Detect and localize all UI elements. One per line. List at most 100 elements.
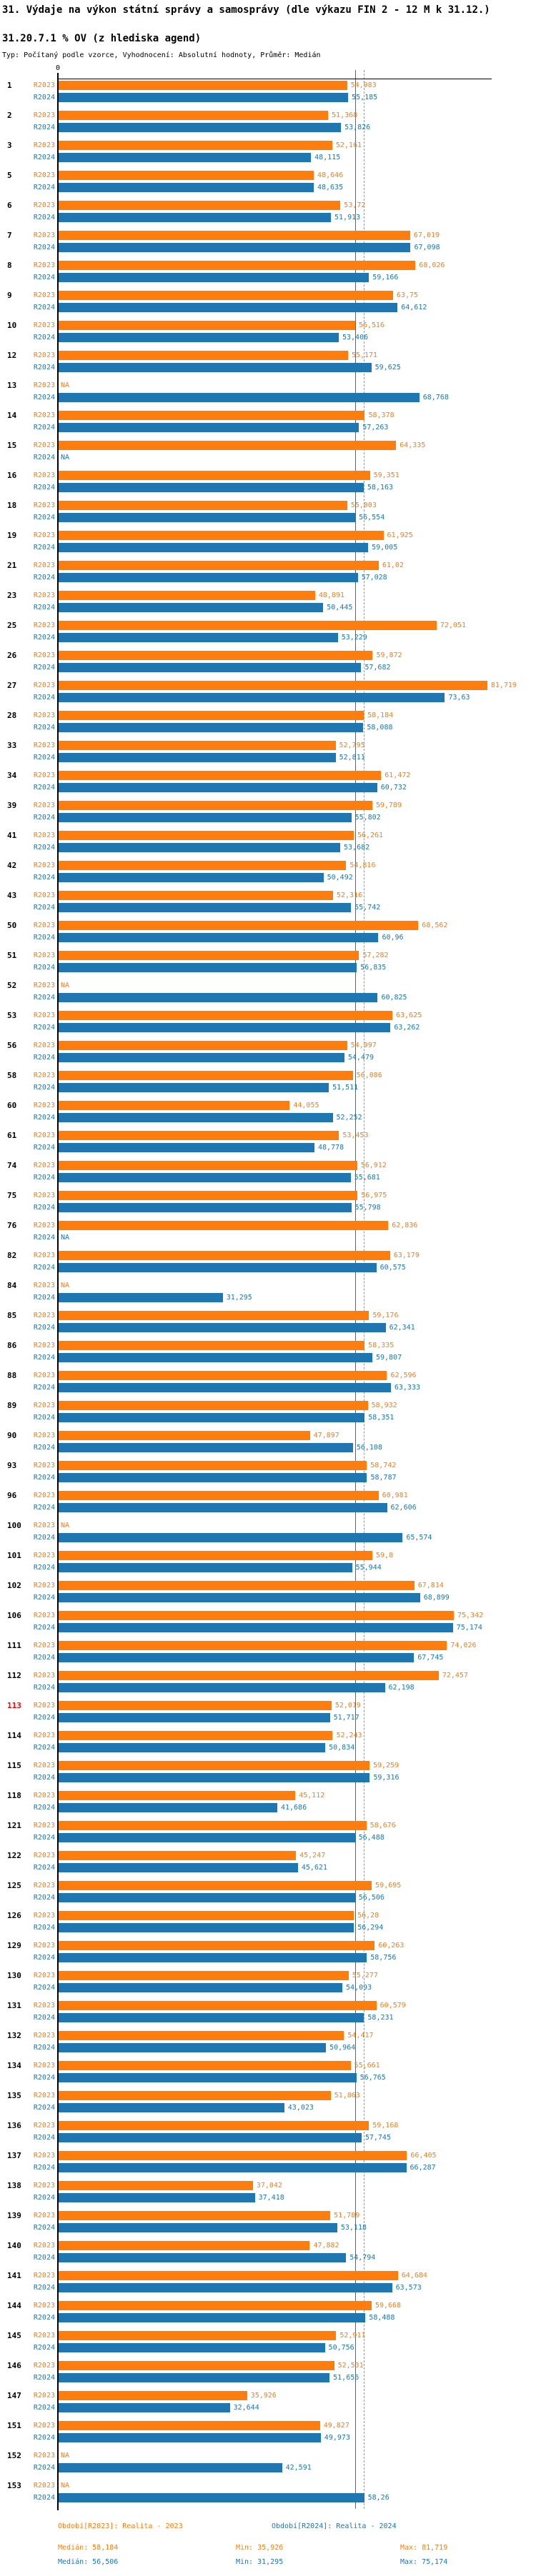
bar-r2024 (59, 2073, 357, 2082)
bar-r2024 (59, 1293, 223, 1302)
value-label-r2024: 56,765 (359, 2074, 386, 2082)
value-label-r2023: 59,695 (375, 1882, 402, 1889)
bar-r2024 (59, 1353, 372, 1362)
value-na-r2023: NA (61, 381, 70, 389)
chart-row: 34 R2023 61,472 R2024 60,732 (0, 771, 536, 801)
chart-row: 138 R2023 37,042 R2024 37,418 (0, 2181, 536, 2211)
series-label-r2023: R2023 (33, 742, 55, 749)
row-id-label: 82 (7, 1251, 17, 1260)
row-id-label: 9 (7, 291, 12, 300)
chart-row: 151 R2023 49,827 R2024 49,973 (0, 2421, 536, 2451)
bar-r2024 (59, 2493, 364, 2502)
value-label-r2023: 52,161 (335, 141, 362, 149)
chart-row: 60 R2023 44,055 R2024 52,252 (0, 1101, 536, 1131)
bar-r2024 (59, 1923, 354, 1932)
chart-row: 135 R2023 51,863 R2024 43,023 (0, 2091, 536, 2121)
chart-row: 147 R2023 35,926 R2024 32,644 (0, 2391, 536, 2421)
value-label-r2024: 53,229 (341, 634, 367, 641)
row-id-label: 126 (7, 1911, 21, 1920)
chart-row: 21 R2023 61,02 R2024 57,028 (0, 561, 536, 591)
legend-max-r2024: Max: 75,174 (400, 2558, 448, 2566)
row-id-label: 1 (7, 81, 12, 90)
series-label-r2024: R2024 (33, 334, 55, 341)
bar-r2023 (59, 561, 379, 570)
series-label-r2024: R2024 (33, 1354, 55, 1362)
series-label-r2023: R2023 (33, 652, 55, 659)
value-label-r2023: 63,75 (396, 291, 419, 299)
chart-row: 61 R2023 53,453 R2024 48,778 (0, 1131, 536, 1161)
value-label-r2023: 47,882 (313, 2242, 339, 2250)
value-label-r2023: 54,417 (347, 2032, 374, 2040)
row-id-label: 131 (7, 2001, 21, 2010)
series-label-r2024: R2024 (33, 2074, 55, 2082)
bar-r2023 (59, 711, 364, 720)
bar-r2024 (59, 333, 339, 342)
series-label-r2023: R2023 (33, 1162, 55, 1169)
value-label-r2024: 55,802 (354, 814, 381, 822)
bar-r2024 (59, 663, 362, 672)
row-id-label: 146 (7, 2361, 21, 2370)
median-line-r2024 (354, 70, 356, 2509)
series-label-r2023: R2023 (33, 2152, 55, 2160)
chart-row: 43 R2023 52,316 R2024 55,742 (0, 891, 536, 921)
value-label-r2023: 64,684 (401, 2272, 427, 2280)
value-label-r2024: 62,606 (390, 1504, 417, 1512)
value-na-r2023: NA (61, 1282, 70, 1289)
bar-r2023 (59, 2211, 331, 2220)
bar-r2024 (59, 1503, 387, 1512)
value-label-r2024: 58,787 (370, 1474, 397, 1482)
bar-r2024 (59, 363, 372, 372)
chart-row: 19 R2023 61,925 R2024 59,005 (0, 531, 536, 561)
value-label-r2023: 56,912 (360, 1162, 387, 1169)
chart-row: 75 R2023 56,975 R2024 55,798 (0, 1191, 536, 1221)
series-label-r2023: R2023 (33, 1702, 55, 1709)
series-label-r2024: R2024 (33, 244, 55, 251)
row-id-label: 90 (7, 1431, 17, 1440)
row-id-label: 50 (7, 921, 17, 930)
chart-row: 130 R2023 55,277 R2024 54,093 (0, 1971, 536, 2001)
chart-row: 153 R2023 NA R2024 58,26 (0, 2481, 536, 2511)
chart-row: 13 R2023 NA R2024 68,768 (0, 381, 536, 411)
series-label-r2024: R2024 (33, 1324, 55, 1332)
series-label-r2023: R2023 (33, 1042, 55, 1049)
series-label-r2024: R2024 (33, 1024, 55, 1032)
series-label-r2023: R2023 (33, 2272, 55, 2280)
value-label-r2024: 58,088 (367, 724, 393, 732)
series-label-r2024: R2024 (33, 2044, 55, 2052)
series-label-r2023: R2023 (33, 892, 55, 899)
row-id-label: 23 (7, 591, 17, 600)
series-label-r2023: R2023 (33, 2482, 55, 2490)
bar-r2023 (59, 771, 382, 780)
value-label-r2024: 55,681 (354, 1174, 380, 1182)
value-label-r2024: 57,263 (362, 424, 389, 431)
row-id-label: 28 (7, 711, 17, 720)
series-label-r2024: R2024 (33, 904, 55, 912)
value-label-r2023: 37,042 (256, 2182, 282, 2190)
series-label-r2024: R2024 (33, 1384, 55, 1392)
row-id-label: 130 (7, 1971, 21, 1980)
value-label-r2023: 59,351 (373, 471, 399, 479)
bar-r2023 (59, 1941, 375, 1950)
row-id-label: 8 (7, 261, 12, 270)
series-label-r2024: R2024 (33, 484, 55, 491)
series-label-r2023: R2023 (33, 501, 55, 509)
chart-row: 125 R2023 59,695 R2024 56,506 (0, 1881, 536, 1911)
value-label-r2024: 48,635 (317, 184, 344, 191)
row-id-label: 129 (7, 1941, 21, 1950)
bar-r2024 (59, 2013, 364, 2022)
row-id-label: 134 (7, 2061, 21, 2070)
series-label-r2024: R2024 (33, 1684, 55, 1692)
bar-r2023 (59, 1731, 333, 1740)
value-label-r2023: 60,579 (379, 2002, 406, 2010)
series-label-r2023: R2023 (33, 1792, 55, 1799)
value-label-r2024: 67,098 (414, 244, 440, 251)
bar-r2023 (59, 2271, 398, 2280)
chart-row: 141 R2023 64,684 R2024 63,573 (0, 2271, 536, 2301)
series-label-r2023: R2023 (33, 922, 55, 929)
chart-row: 2 R2023 51,368 R2024 53,826 (0, 111, 536, 141)
bar-r2024 (59, 1983, 343, 1992)
chart-row: 52 R2023 NA R2024 60,825 (0, 981, 536, 1011)
bar-r2024 (59, 1953, 367, 1962)
bar-r2024 (59, 813, 352, 822)
series-label-r2024: R2024 (33, 2434, 55, 2442)
